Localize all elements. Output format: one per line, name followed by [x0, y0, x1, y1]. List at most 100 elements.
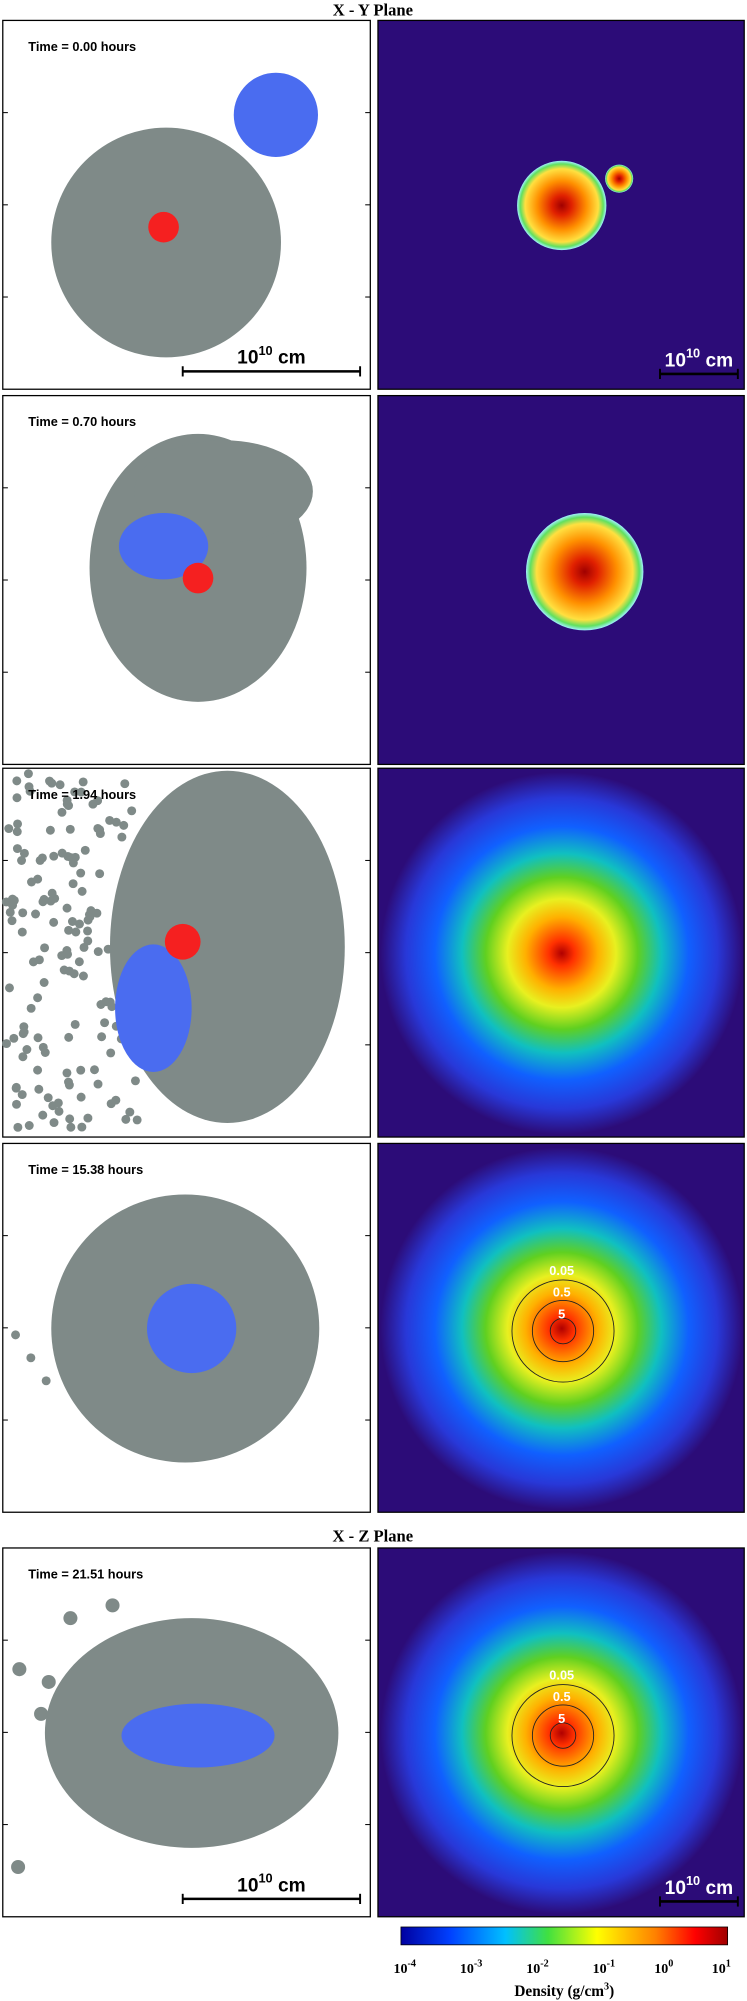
ejecta	[95, 829, 105, 839]
ejecta	[8, 894, 17, 904]
ejecta	[18, 1052, 28, 1062]
contour-label: 5	[558, 1306, 565, 1321]
label-main: Density (g/cm	[514, 1983, 604, 2000]
ejecta	[101, 997, 111, 1007]
scale-bar-label: 1010 cm	[237, 1870, 305, 1896]
colorbar-tick-label: 10-1	[593, 1959, 616, 1977]
ejecta	[121, 1114, 131, 1124]
ejecta	[13, 819, 23, 829]
tick-exponent: 0	[668, 1959, 673, 1970]
time-label: Time = 21.51 hours	[28, 1567, 143, 1582]
ejecta	[70, 787, 80, 797]
ejecta	[11, 1083, 21, 1093]
ejecta	[55, 780, 65, 790]
ejecta	[64, 966, 74, 976]
core	[148, 211, 179, 243]
companion	[121, 1703, 275, 1768]
ejecta	[125, 1107, 135, 1117]
ejecta	[22, 1045, 32, 1054]
core	[182, 562, 214, 594]
density-blob	[525, 513, 644, 631]
ejecta	[95, 869, 105, 879]
scale-bar-label: 1010 cm	[665, 345, 733, 371]
companion	[146, 1283, 237, 1374]
ejecta	[76, 787, 86, 797]
scale-base: 10	[237, 1875, 258, 1896]
contour	[531, 1299, 595, 1363]
ejecta	[68, 879, 78, 889]
ejecta	[34, 955, 44, 965]
time-label: Time = 15.38 hours	[28, 1162, 143, 1177]
ejecta	[65, 824, 75, 834]
ejecta	[33, 993, 43, 1003]
contour-label: 0.5	[553, 1689, 571, 1704]
ejecta	[4, 824, 14, 833]
ejecta	[74, 957, 84, 967]
ejecta	[34, 1084, 44, 1094]
xz-title: X - Z Plane	[333, 1527, 414, 1546]
ejecta	[18, 908, 28, 918]
ejecta	[45, 825, 55, 835]
ejecta	[54, 1106, 64, 1116]
contour-label: 0.05	[549, 1667, 574, 1682]
ejecta	[57, 951, 67, 961]
ejecta	[83, 1113, 93, 1123]
ejecta	[75, 919, 84, 929]
density-blob	[380, 1551, 743, 1915]
label-end: )	[609, 1983, 614, 2000]
ejecta	[53, 1098, 63, 1108]
contour	[511, 1279, 615, 1383]
ejecta	[24, 782, 34, 792]
ejecta	[49, 917, 59, 927]
ejecta	[12, 1662, 27, 1677]
colorbar-tick-label: 101	[712, 1959, 731, 1977]
tick-base: 10	[712, 1961, 726, 1977]
tick-exponent: -3	[474, 1959, 483, 1970]
ejecta	[77, 886, 87, 896]
ejecta	[57, 807, 67, 817]
ejecta	[64, 925, 74, 935]
ejecta	[132, 1115, 142, 1125]
ejecta	[76, 1065, 86, 1075]
scale-exponent: 10	[686, 1873, 700, 1888]
scale-exponent: 10	[258, 1870, 272, 1885]
ejecta	[62, 1068, 72, 1078]
ejecta	[12, 776, 22, 786]
ejecta	[78, 971, 88, 981]
ejecta	[24, 1121, 34, 1130]
scale-unit: cm	[705, 350, 733, 371]
colorbar	[400, 1926, 729, 1946]
ejecta	[17, 927, 27, 937]
ejecta	[106, 1048, 116, 1058]
ejecta	[65, 1114, 75, 1124]
ejecta	[41, 1376, 51, 1386]
ejecta	[78, 777, 88, 787]
scale-bar-label: 1010 cm	[237, 343, 305, 369]
ejecta	[111, 817, 121, 827]
ejecta	[93, 1079, 103, 1089]
ejecta	[100, 1018, 110, 1028]
ejecta	[49, 1118, 59, 1128]
ejecta	[88, 799, 98, 809]
ejecta	[77, 1122, 87, 1132]
time-label: Time = 0.70 hours	[28, 414, 136, 429]
ejecta	[130, 1076, 140, 1086]
density-blob	[380, 1147, 743, 1510]
label-exponent: 3	[604, 1982, 609, 1993]
scale-base: 10	[665, 350, 686, 371]
ejecta	[76, 868, 86, 878]
ejecta	[66, 1122, 76, 1132]
contour	[511, 1684, 615, 1788]
scale-exponent: 10	[258, 343, 272, 358]
ejecta	[63, 1611, 78, 1626]
ejecta	[119, 820, 129, 830]
tick-exponent: 1	[726, 1959, 731, 1970]
ejecta	[33, 1033, 43, 1043]
time-label: Time = 0.00 hours	[28, 39, 136, 54]
scale-bar-label: 1010 cm	[665, 1873, 733, 1899]
scale-base: 10	[665, 1878, 686, 1899]
companion	[233, 72, 318, 157]
ejecta	[105, 815, 115, 825]
ejecta	[71, 927, 81, 937]
ejecta	[106, 1099, 116, 1109]
